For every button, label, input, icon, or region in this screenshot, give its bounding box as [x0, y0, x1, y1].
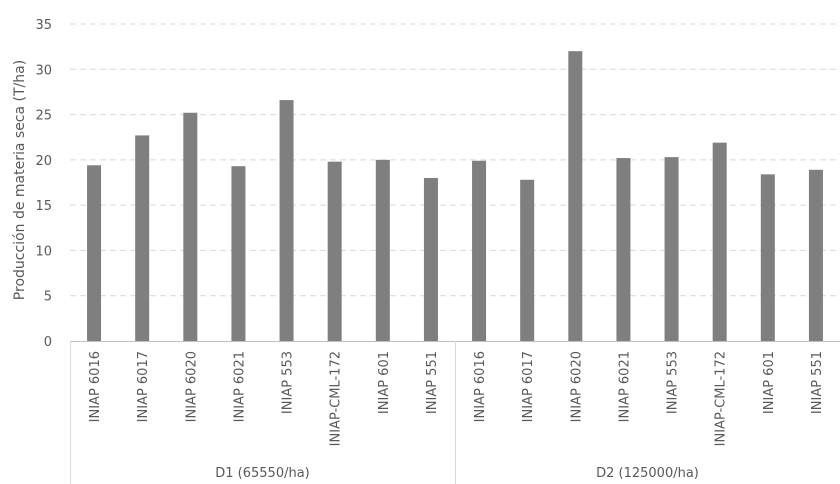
- y-tick-label: 15: [35, 199, 52, 214]
- category-label: INIAP 6021: [232, 351, 247, 422]
- bar: [183, 112, 198, 341]
- category-label: INIAP 551: [425, 351, 440, 414]
- y-tick-label: 20: [35, 154, 52, 169]
- category-label: INIAP 6020: [184, 351, 199, 422]
- category-label: INIAP 6017: [136, 351, 151, 422]
- y-tick-label: 5: [44, 290, 52, 305]
- y-tick-label: 10: [35, 244, 52, 259]
- category-label: INIAP-CML-172: [714, 351, 729, 446]
- y-tick-label: 25: [35, 109, 52, 124]
- category-label: INIAP 551: [810, 351, 825, 414]
- bar: [375, 159, 390, 341]
- category-label: INIAP 601: [762, 351, 777, 414]
- group-label: D1 (65550/ha): [215, 466, 310, 481]
- group-labels: D1 (65550/ha) D2 (125000/ha): [215, 466, 699, 481]
- bar: [279, 100, 294, 341]
- bar: [712, 142, 727, 341]
- bar: [87, 165, 102, 341]
- category-labels: INIAP 6016 INIAP 6017 INIAP 6020 INIAP 6021…: [88, 351, 825, 446]
- bars: [87, 51, 823, 342]
- category-label: INIAP 6017: [521, 351, 536, 422]
- gridlines: [70, 23, 840, 297]
- bar: [568, 51, 583, 342]
- bar: [760, 174, 775, 341]
- y-tick-label: 35: [35, 18, 52, 33]
- bar: [616, 158, 631, 341]
- category-label: INIAP 601: [377, 351, 392, 414]
- x-axis: [70, 341, 840, 484]
- bar: [472, 160, 487, 341]
- bar: [808, 169, 823, 341]
- y-axis-label: Producción de materia seca (T/ha): [12, 60, 28, 300]
- category-label: INIAP 6016: [473, 351, 488, 422]
- bar: [664, 157, 679, 341]
- y-axis-ticks: 0 5 10 15 20 25 30 35: [35, 18, 52, 350]
- category-label: INIAP-CML-172: [329, 351, 344, 446]
- y-tick-label: 0: [44, 335, 52, 350]
- category-label: INIAP 553: [281, 351, 296, 414]
- category-label: INIAP 6020: [569, 351, 584, 422]
- category-label: INIAP 6021: [617, 351, 632, 422]
- y-tick-label: 30: [35, 63, 52, 78]
- bar: [423, 177, 438, 341]
- group-label: D2 (125000/ha): [596, 466, 699, 481]
- bar: [231, 166, 246, 341]
- bar: [327, 161, 342, 341]
- bar: [135, 135, 150, 341]
- category-label: INIAP 6016: [88, 351, 103, 422]
- bar: [520, 179, 535, 341]
- category-label: INIAP 553: [666, 351, 681, 414]
